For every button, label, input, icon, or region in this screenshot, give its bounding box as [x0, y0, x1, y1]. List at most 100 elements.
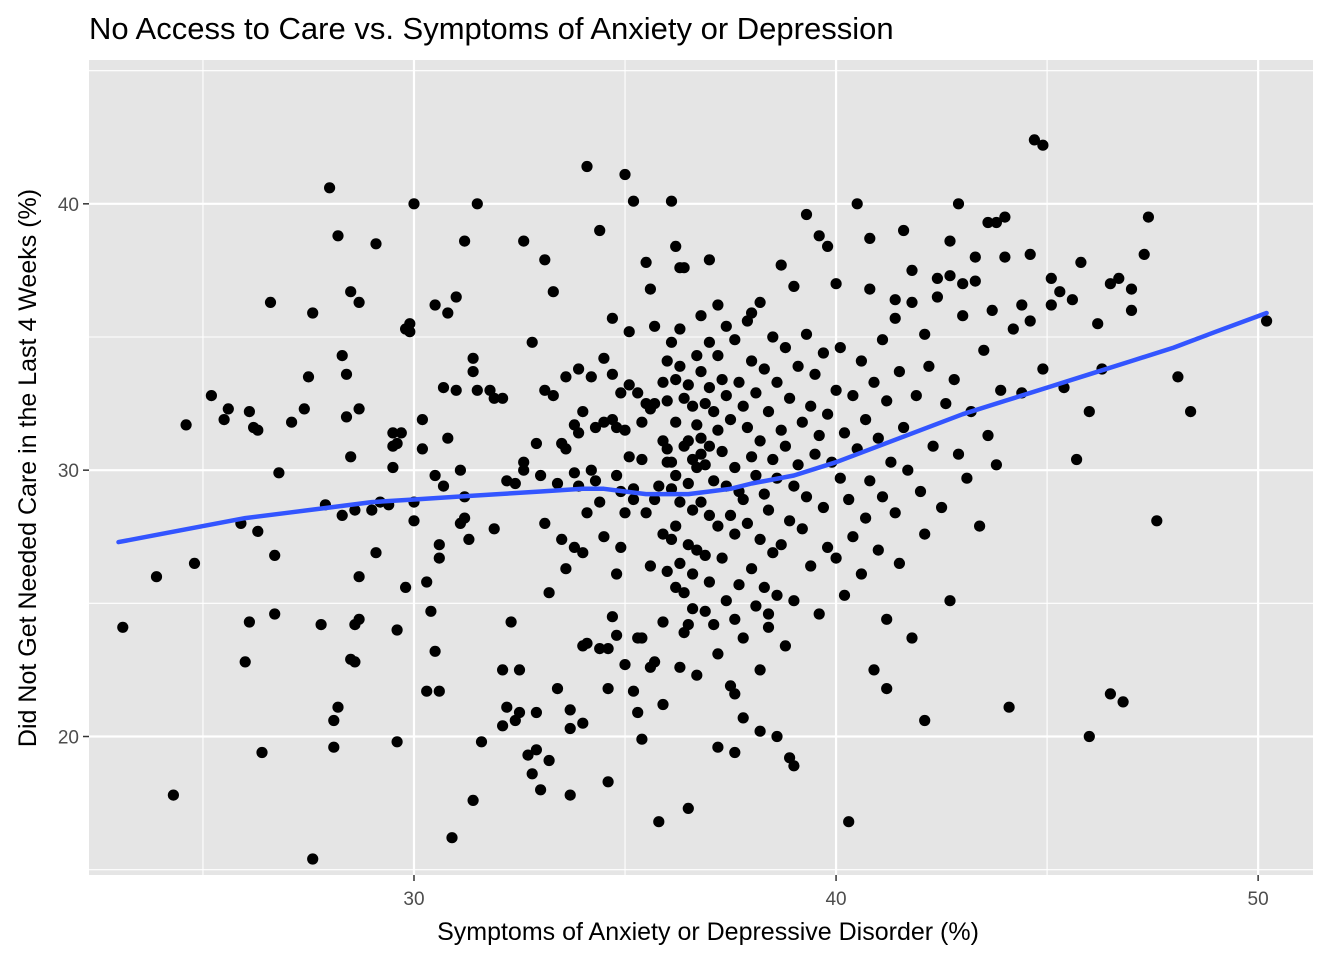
- data-point: [218, 414, 230, 426]
- data-point: [982, 216, 994, 229]
- data-point: [649, 320, 661, 332]
- data-point: [771, 730, 783, 743]
- data-point: [990, 459, 1003, 471]
- data-point: [674, 360, 686, 372]
- data-point: [703, 254, 716, 266]
- data-point: [568, 541, 581, 554]
- data-point: [961, 472, 973, 484]
- data-point: [724, 509, 737, 521]
- data-point: [429, 299, 441, 311]
- data-point: [649, 656, 661, 668]
- data-point: [703, 576, 716, 588]
- data-point: [644, 283, 657, 295]
- data-point: [906, 296, 918, 308]
- data-point: [497, 664, 509, 676]
- data-point: [762, 406, 775, 418]
- data-point: [636, 416, 648, 428]
- data-point: [712, 520, 724, 532]
- data-point: [691, 350, 703, 362]
- data-point: [796, 523, 808, 535]
- data-point: [817, 347, 830, 359]
- data-point: [497, 720, 509, 732]
- data-point: [535, 784, 547, 796]
- data-point: [703, 382, 716, 394]
- data-point: [881, 395, 893, 407]
- data-point: [573, 363, 585, 375]
- data-point: [442, 307, 454, 319]
- data-point: [931, 272, 944, 284]
- data-point: [881, 683, 893, 695]
- data-point: [619, 659, 631, 671]
- data-point: [623, 326, 635, 338]
- data-point: [788, 280, 800, 292]
- data-point: [699, 398, 711, 410]
- data-point: [539, 384, 551, 396]
- data-point: [687, 504, 699, 516]
- data-point: [767, 331, 779, 343]
- data-point: [746, 563, 758, 575]
- data-point: [784, 515, 796, 527]
- data-point: [1125, 283, 1138, 295]
- data-point: [471, 384, 483, 396]
- data-point: [150, 571, 163, 583]
- data-point: [370, 547, 382, 559]
- data-point: [513, 706, 526, 719]
- data-point: [720, 320, 732, 332]
- data-point: [822, 240, 834, 252]
- data-point: [788, 760, 800, 772]
- data-point: [501, 701, 513, 713]
- data-point: [573, 427, 585, 439]
- data-point: [345, 451, 357, 463]
- data-point: [720, 390, 732, 402]
- data-point: [657, 376, 669, 388]
- data-point: [370, 238, 382, 250]
- data-point: [695, 432, 707, 444]
- data-point: [746, 355, 758, 367]
- data-point: [594, 496, 606, 508]
- data-point: [433, 552, 445, 564]
- data-point: [682, 619, 694, 631]
- data-point: [167, 789, 179, 801]
- data-point: [948, 374, 960, 386]
- data-point: [429, 645, 441, 657]
- data-point: [606, 368, 619, 380]
- data-point: [729, 746, 741, 759]
- data-point: [328, 714, 340, 727]
- data-point: [640, 256, 652, 268]
- data-point: [615, 541, 627, 554]
- data-point: [1075, 256, 1087, 268]
- data-point: [716, 374, 728, 386]
- data-point: [530, 744, 543, 756]
- data-point: [459, 512, 471, 524]
- data-point: [682, 477, 694, 490]
- data-point: [429, 469, 441, 482]
- data-point: [400, 581, 412, 594]
- data-point: [678, 587, 690, 599]
- data-point: [1083, 730, 1095, 743]
- data-point: [1104, 688, 1116, 700]
- data-point: [898, 421, 910, 434]
- data-point: [611, 629, 623, 641]
- data-point: [585, 371, 597, 383]
- data-point: [712, 648, 724, 660]
- data-point: [754, 533, 766, 546]
- data-point: [682, 802, 694, 815]
- data-point: [454, 464, 466, 476]
- data-point: [581, 160, 593, 173]
- data-point: [872, 544, 884, 556]
- data-point: [243, 616, 255, 628]
- data-point: [813, 608, 825, 620]
- data-point: [1037, 363, 1049, 375]
- data-point: [340, 411, 353, 423]
- data-point: [391, 736, 403, 748]
- data-point: [931, 291, 944, 303]
- data-point: [750, 600, 762, 612]
- data-point: [834, 472, 846, 484]
- data-point: [750, 387, 762, 399]
- data-point: [585, 464, 597, 476]
- data-point: [792, 360, 804, 372]
- data-point: [522, 749, 534, 761]
- x-tick-label: 30: [403, 889, 424, 910]
- data-point: [906, 632, 918, 644]
- data-point: [328, 741, 340, 753]
